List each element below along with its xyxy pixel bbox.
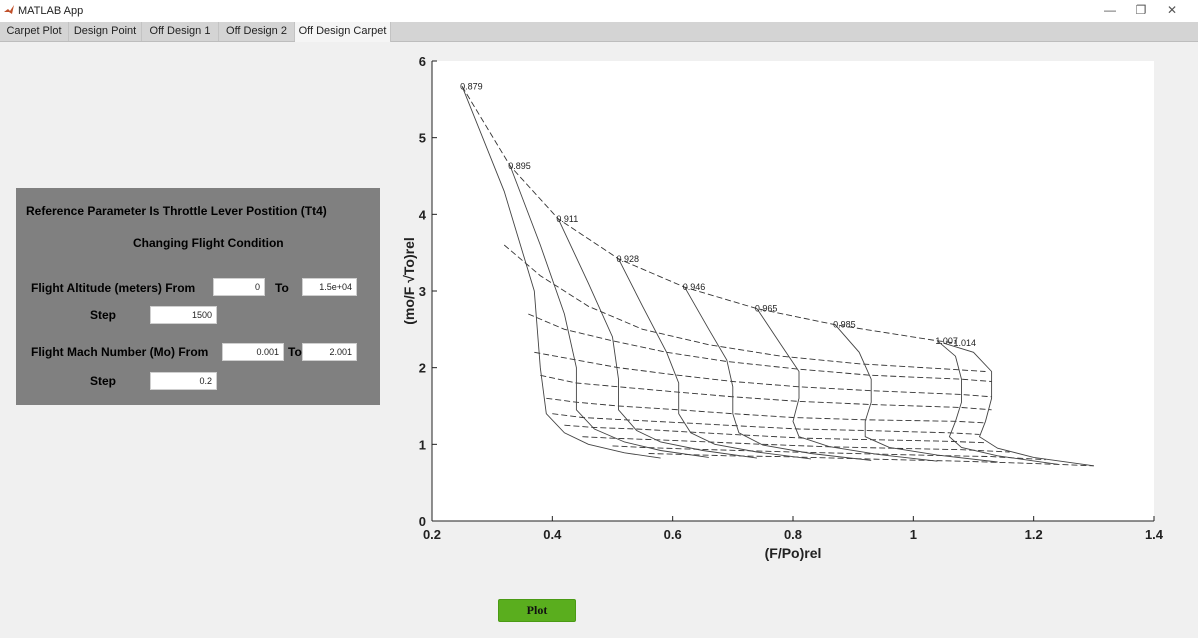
x-axis-label: (F/Po)rel bbox=[765, 545, 822, 561]
dashed-curve-3 bbox=[534, 351, 992, 398]
solid-curve-2 bbox=[557, 218, 757, 459]
x-tick-label: 1 bbox=[910, 527, 917, 542]
flight-condition-panel: Reference Parameter Is Throttle Lever Po… bbox=[16, 188, 380, 405]
point-label: 0.928 bbox=[617, 254, 640, 264]
point-label: 1.007 bbox=[935, 336, 958, 346]
minimize-button[interactable]: — bbox=[1104, 3, 1116, 17]
mach-to-label: To bbox=[288, 345, 302, 359]
point-label: 0.911 bbox=[556, 214, 578, 224]
tab-off-design-1[interactable]: Off Design 1 bbox=[142, 22, 219, 41]
plot-button[interactable]: Plot bbox=[498, 599, 576, 622]
solid-curve-4 bbox=[684, 286, 872, 461]
altitude-to-input[interactable] bbox=[302, 278, 357, 296]
altitude-label: Flight Altitude (meters) From bbox=[31, 281, 196, 295]
altitude-step-label: Step bbox=[90, 308, 117, 322]
solid-curve-0 bbox=[461, 86, 661, 459]
tab-off-design-carpet[interactable]: Off Design Carpet bbox=[295, 22, 391, 42]
y-tick-label: 5 bbox=[419, 131, 426, 146]
altitude-step-input[interactable] bbox=[150, 306, 217, 324]
y-tick-label: 4 bbox=[419, 207, 427, 222]
y-tick-label: 1 bbox=[419, 437, 426, 452]
panel-heading: Reference Parameter Is Throttle Lever Po… bbox=[26, 204, 327, 218]
restore-button[interactable]: ❐ bbox=[1135, 3, 1147, 17]
y-tick-label: 2 bbox=[419, 361, 426, 376]
altitude-from-input[interactable] bbox=[213, 278, 265, 296]
solid-curve-1 bbox=[509, 165, 709, 458]
point-label: 0.965 bbox=[755, 304, 778, 314]
y-tick-label: 6 bbox=[419, 54, 426, 69]
mach-step-label: Step bbox=[90, 374, 117, 388]
x-tick-label: 0.6 bbox=[664, 527, 682, 542]
matlab-logo-icon bbox=[4, 5, 14, 14]
dashed-curve-2 bbox=[528, 313, 992, 382]
tab-bar: Carpet Plot Design Point Off Design 1 Of… bbox=[0, 22, 1198, 42]
x-tick-label: 0.8 bbox=[784, 527, 802, 542]
point-label: 0.879 bbox=[460, 81, 483, 91]
x-tick-label: 0.2 bbox=[423, 527, 441, 542]
solid-curve-6 bbox=[834, 324, 998, 463]
dashed-curve-1 bbox=[503, 244, 986, 372]
title-bar: MATLAB App — ❐ ✕ bbox=[0, 0, 1198, 22]
tab-carpet-plot[interactable]: Carpet Plot bbox=[0, 22, 69, 41]
solid-curve-5 bbox=[756, 308, 938, 462]
dashed-curve-5 bbox=[546, 397, 986, 424]
panel-subheading: Changing Flight Condition bbox=[133, 236, 284, 250]
tab-off-design-2[interactable]: Off Design 2 bbox=[219, 22, 295, 41]
solid-curve-3 bbox=[618, 258, 812, 460]
y-tick-label: 0 bbox=[419, 514, 426, 529]
window-title: MATLAB App bbox=[18, 5, 84, 17]
point-label: 0.895 bbox=[508, 161, 531, 171]
mach-label: Flight Mach Number (Mo) From bbox=[31, 345, 209, 359]
x-tick-label: 1.2 bbox=[1025, 527, 1043, 542]
y-tick-label: 3 bbox=[419, 284, 426, 299]
dashed-curve-9 bbox=[612, 445, 1046, 461]
x-tick-label: 1.4 bbox=[1145, 527, 1164, 542]
carpet-plot-chart: 0.879 0.895 0.911 0.928 0.946 0.965 0.985 1.007… bbox=[401, 54, 1164, 561]
solid-curve-8 bbox=[943, 342, 1094, 467]
y-axis-label: (mo/F √To)rel bbox=[401, 237, 417, 325]
point-label: 0.946 bbox=[683, 282, 706, 292]
x-tick-label: 0.4 bbox=[543, 527, 562, 542]
mach-from-input[interactable] bbox=[222, 343, 284, 361]
plot-area bbox=[432, 61, 1154, 521]
point-label: 1.014 bbox=[953, 338, 976, 348]
mach-to-input[interactable] bbox=[302, 343, 357, 361]
dashed-curve-6 bbox=[552, 413, 980, 435]
tab-design-point[interactable]: Design Point bbox=[69, 22, 142, 41]
close-button[interactable]: ✕ bbox=[1166, 3, 1178, 17]
solid-curve-7 bbox=[937, 340, 1058, 465]
point-label: 0.985 bbox=[833, 320, 856, 330]
altitude-to-label: To bbox=[275, 281, 289, 295]
dashed-curve-10 bbox=[648, 453, 1094, 467]
mach-step-input[interactable] bbox=[150, 372, 217, 390]
dashed-curve-7 bbox=[564, 424, 986, 444]
dashed-curve-8 bbox=[582, 436, 1010, 453]
